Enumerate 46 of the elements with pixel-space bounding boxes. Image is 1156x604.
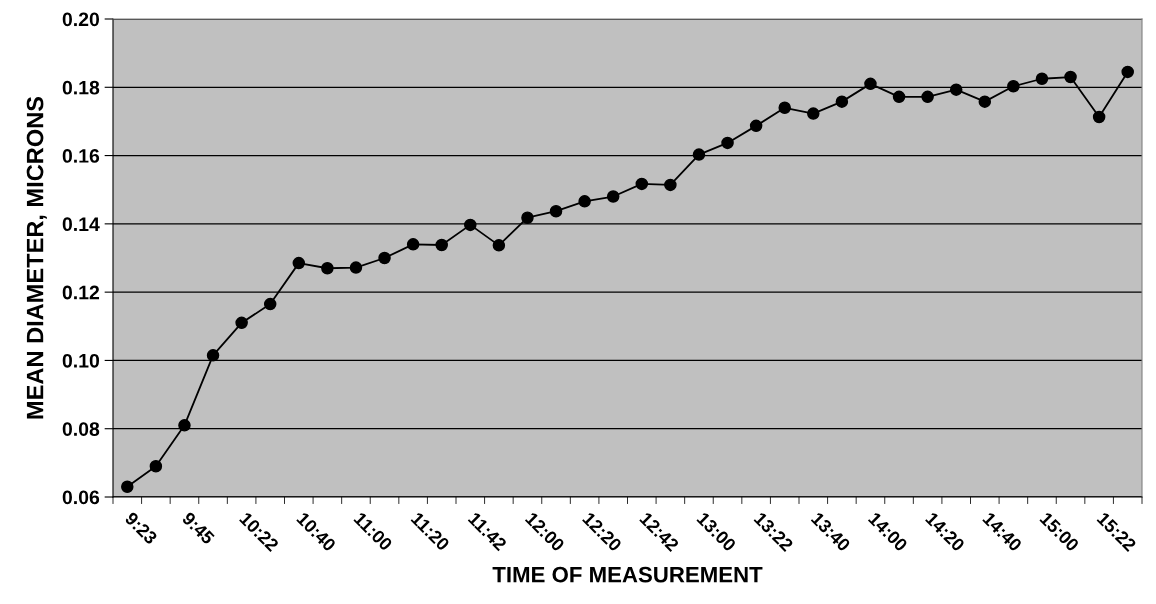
point	[121, 480, 134, 494]
y-tick-label: 0.18	[62, 80, 100, 95]
point	[606, 190, 620, 203]
point	[978, 95, 992, 108]
point	[235, 316, 248, 330]
point	[292, 256, 306, 270]
point	[778, 101, 791, 115]
point	[263, 297, 277, 311]
point	[521, 211, 534, 224]
point	[921, 90, 934, 104]
point	[949, 83, 963, 96]
point	[749, 119, 763, 133]
y-tick-label: 0.06	[62, 490, 100, 505]
point	[206, 349, 220, 362]
point	[492, 239, 506, 252]
point	[864, 77, 877, 91]
point	[892, 90, 906, 104]
point	[464, 218, 477, 232]
point	[321, 261, 334, 275]
point	[378, 251, 391, 265]
point	[1121, 65, 1134, 79]
point	[1035, 72, 1049, 86]
point	[635, 177, 649, 191]
point	[692, 148, 706, 161]
point	[807, 107, 820, 120]
point	[664, 178, 677, 192]
point	[149, 460, 163, 473]
point	[435, 238, 448, 252]
y-tick-label: 0.14	[62, 217, 100, 232]
y-tick-label: 0.16	[62, 149, 100, 163]
point	[406, 238, 420, 251]
point	[835, 95, 849, 108]
y-axis-title: MEAN DIAMETER, MICRONS	[26, 96, 47, 419]
point	[1092, 110, 1106, 124]
y-tick-label: 0.12	[62, 285, 100, 300]
y-tick-label: 0.20	[62, 12, 100, 27]
point	[578, 195, 591, 208]
point	[549, 204, 563, 218]
x-axis-title: TIME OF MEASUREMENT	[492, 566, 763, 583]
point	[1007, 80, 1020, 93]
y-tick-label: 0.08	[62, 422, 100, 436]
y-tick-label: 0.10	[62, 353, 100, 368]
point	[178, 419, 191, 432]
point	[721, 136, 734, 150]
point	[349, 261, 363, 274]
point	[1064, 70, 1077, 84]
